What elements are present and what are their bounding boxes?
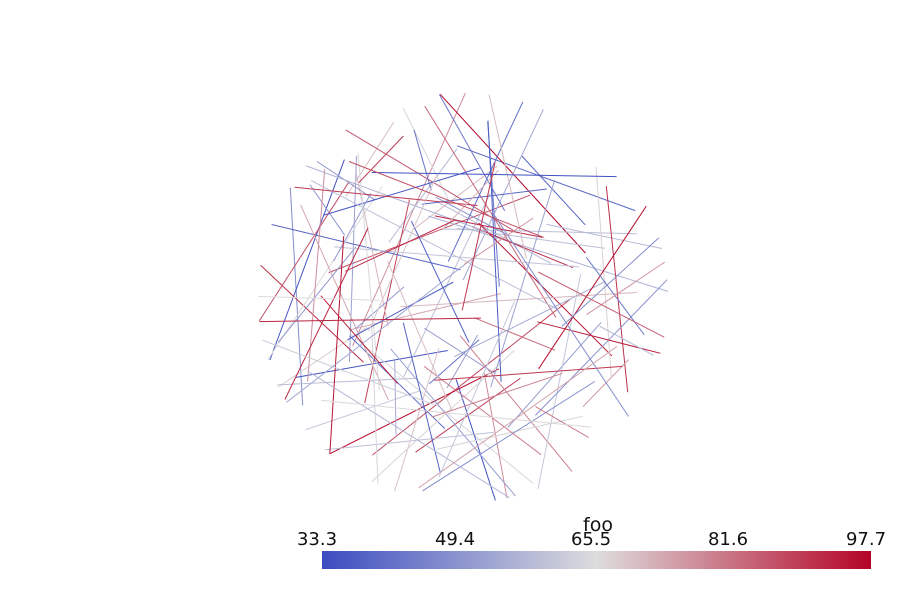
- line-segment: [455, 379, 496, 501]
- line-segment: [325, 431, 494, 451]
- line-segment: [537, 273, 582, 489]
- line-segment: [324, 167, 480, 216]
- line-segment: [333, 193, 372, 262]
- line-segment: [434, 365, 623, 381]
- line-segment: [535, 279, 668, 416]
- line-segment: [431, 372, 563, 418]
- line-segment: [456, 145, 636, 212]
- line-segment: [306, 165, 486, 232]
- line-segment: [277, 246, 357, 343]
- line-segment: [418, 346, 618, 489]
- scalar-bar-gradient: [322, 551, 871, 569]
- line-segment: [488, 94, 527, 259]
- line-segment: [441, 169, 499, 231]
- line-segment: [368, 176, 437, 332]
- line-segment: [333, 246, 579, 268]
- line-segment: [355, 286, 405, 329]
- line-segment: [347, 281, 454, 341]
- line-segment: [447, 101, 524, 262]
- line-segment: [538, 205, 647, 370]
- line-segment: [349, 335, 446, 429]
- line-segment: [478, 222, 613, 357]
- line-segment: [307, 169, 326, 382]
- line-segment: [345, 219, 457, 272]
- line-segment: [443, 228, 638, 235]
- line-segment: [402, 322, 441, 473]
- line-segment: [348, 161, 544, 238]
- line-segment: [345, 129, 515, 232]
- line-segment: [546, 223, 663, 249]
- line-segment: [422, 381, 595, 492]
- line-segment: [605, 186, 629, 393]
- scalar-bar-tick-label: 97.7: [845, 529, 887, 550]
- line-segment: [321, 399, 592, 428]
- line-segment: [535, 406, 589, 438]
- line-segment: [474, 317, 556, 351]
- line-segment: [415, 165, 498, 229]
- line-segment: [387, 261, 453, 412]
- line-segment: [595, 167, 612, 378]
- line-segment: [490, 179, 556, 388]
- line-segment: [561, 237, 660, 327]
- line-segment: [307, 370, 510, 499]
- line-segment: [459, 335, 573, 472]
- line-segment: [507, 322, 602, 428]
- line-segment: [259, 317, 481, 323]
- line-segment: [457, 227, 605, 249]
- line-segment: [413, 129, 432, 191]
- line-segment: [537, 271, 665, 338]
- line-segment: [348, 293, 501, 331]
- line-segment: [305, 390, 421, 431]
- scalar-bar-tick-label: 49.4: [434, 529, 476, 550]
- line-segment: [262, 339, 434, 406]
- line-segment: [329, 236, 345, 454]
- line-segment: [358, 135, 404, 184]
- line-segment: [289, 187, 304, 406]
- scalar-bar-title: foo: [583, 514, 613, 536]
- line-segment: [471, 225, 574, 269]
- line-segments: [257, 92, 669, 501]
- line-segment: [309, 184, 346, 236]
- line-segment: [345, 121, 395, 197]
- line-segment: [521, 155, 586, 226]
- scalar-bar-tick-label: 33.3: [296, 529, 338, 550]
- line-segment: [258, 181, 350, 322]
- line-segment: [599, 325, 654, 356]
- line-segment: [371, 350, 515, 482]
- line-segment: [394, 348, 440, 492]
- line-segment: [294, 186, 478, 206]
- line-segment: [424, 327, 495, 374]
- line-segment: [586, 261, 666, 316]
- line-segment: [277, 377, 417, 386]
- line-segment: [410, 220, 470, 343]
- scalar-bar-tick-label: 81.6: [707, 529, 749, 550]
- line-segment: [257, 295, 380, 301]
- line-segment: [260, 264, 364, 363]
- line-segment: [424, 105, 557, 318]
- line-segment: [286, 254, 478, 403]
- line-segment: [446, 334, 479, 389]
- line-segment: [357, 153, 380, 390]
- line-segment: [438, 94, 506, 211]
- line-segment: [423, 365, 542, 456]
- line-segment: [390, 348, 516, 497]
- line-segment: [400, 291, 637, 308]
- scalar-bar-tick-label: 65.5: [570, 529, 612, 550]
- line-segment: [461, 162, 496, 311]
- line-segment: [463, 217, 534, 265]
- line-segment: [438, 301, 515, 478]
- line-segment: [427, 215, 669, 292]
- line-segment: [394, 360, 397, 435]
- line-segment: [320, 295, 398, 384]
- line-segment: [310, 180, 559, 310]
- line-segment: [434, 215, 543, 238]
- line-segment: [491, 211, 630, 417]
- line-segment: [329, 368, 500, 455]
- line-segment: [436, 415, 583, 450]
- line-segment: [269, 159, 345, 361]
- line-segment: [284, 227, 369, 400]
- line-segment: [371, 172, 617, 178]
